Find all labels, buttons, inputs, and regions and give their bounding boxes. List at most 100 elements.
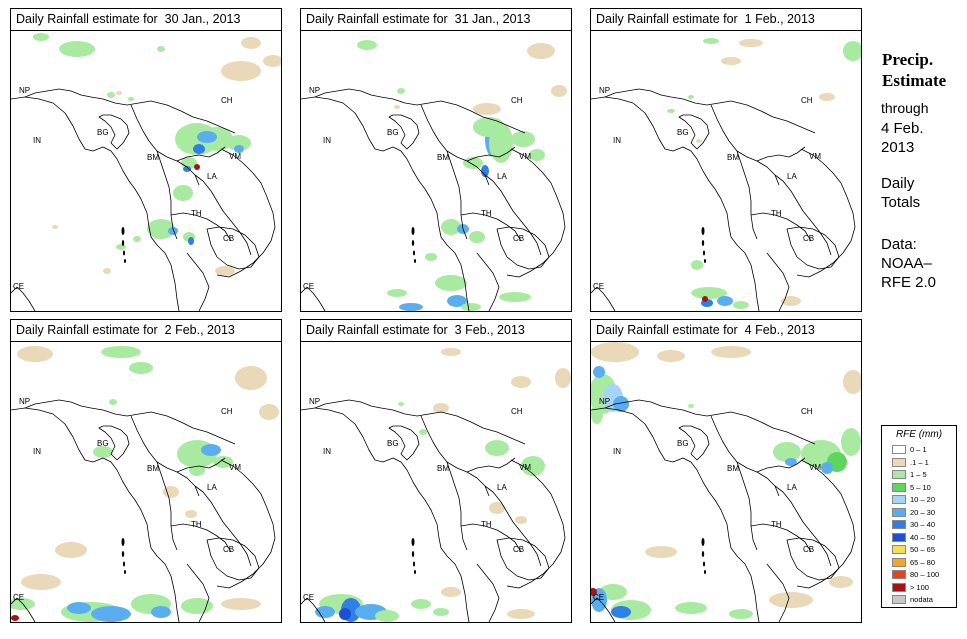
rainfall-patch	[511, 131, 535, 147]
rainfall-patch	[611, 606, 631, 618]
country-label: NP	[309, 397, 320, 406]
country-label: CB	[803, 545, 814, 554]
boundary-line	[216, 148, 276, 278]
rainfall-patch	[433, 403, 449, 413]
rainfall-patch	[101, 346, 141, 358]
legend-swatch	[892, 520, 906, 529]
rainfall-patch	[696, 139, 702, 143]
country-label: BM	[147, 464, 159, 473]
rainfall-patch	[441, 587, 461, 597]
country-label: VM	[229, 463, 241, 472]
country-label: NP	[599, 86, 610, 95]
island	[701, 538, 705, 546]
island	[121, 538, 125, 546]
rainfall-patch	[593, 366, 605, 378]
legend-label: 65 – 80	[910, 557, 936, 567]
rainfall-patch	[227, 135, 251, 151]
country-label: BM	[437, 153, 449, 162]
country-label: CE	[593, 593, 604, 602]
rainfall-patch	[411, 599, 431, 609]
rainfall-patch	[387, 289, 407, 297]
rainfall-patch	[425, 253, 437, 261]
country-label: CB	[513, 545, 524, 554]
boundary-line	[710, 415, 780, 497]
country-label: LA	[497, 483, 507, 492]
rainfall-patch	[189, 464, 205, 476]
legend-item: .1 – 1	[892, 457, 956, 468]
boundary-line	[766, 563, 790, 623]
rainfall-patch	[67, 602, 91, 614]
boundary-lines	[10, 88, 276, 312]
boundary-line	[678, 114, 710, 150]
island	[123, 561, 125, 567]
boundary-line	[176, 146, 226, 162]
boundary-line	[446, 150, 468, 240]
boundary-line	[506, 148, 566, 278]
rainfall-patch	[481, 165, 489, 177]
country-label: TH	[771, 209, 782, 218]
country-label: LA	[497, 172, 507, 181]
map-panel-4: Daily Rainfall estimate for 2 Feb., 2013…	[7, 319, 282, 623]
legend-label: 30 – 40	[910, 520, 936, 529]
rainfall-patch	[33, 33, 49, 41]
boundary-line	[796, 148, 856, 278]
legend-item: 80 – 100	[892, 569, 956, 580]
boundary-line	[206, 226, 260, 270]
rainfall-patch	[215, 266, 235, 276]
rainfall-patch	[197, 131, 217, 143]
rainfall-patch	[469, 231, 485, 243]
boundary-lines	[10, 399, 276, 623]
country-label: CE	[303, 593, 314, 602]
rainfall-patch	[591, 342, 639, 362]
side-data-label: Data:	[881, 236, 917, 253]
rainfall-patch	[435, 275, 467, 291]
rainfall-patch	[235, 366, 267, 390]
rainfall-patch	[129, 362, 153, 374]
island	[124, 259, 126, 263]
boundary-line	[186, 563, 210, 623]
rainfall-patch	[688, 404, 694, 408]
boundary-lines	[300, 88, 566, 312]
country-label: BG	[97, 439, 109, 448]
rainfall-patch	[52, 225, 58, 229]
island	[123, 250, 125, 256]
rainfall-patch	[157, 46, 165, 52]
country-label: IN	[613, 136, 621, 145]
boundary-line	[710, 104, 780, 186]
rainfall-patch	[555, 368, 571, 388]
rainfall-patch	[128, 97, 134, 101]
country-label: BM	[727, 464, 739, 473]
rainfall-patch	[589, 588, 597, 596]
boundary-line	[496, 537, 550, 581]
country-label: NP	[309, 86, 320, 95]
legend-item: 10 – 20	[892, 494, 956, 505]
panel-title: Daily Rainfall estimate for 31 Jan., 201…	[301, 9, 571, 31]
legend-swatch	[892, 445, 906, 454]
boundary-line	[300, 597, 326, 623]
island	[414, 259, 416, 263]
side-date-line1: 4 Feb.	[881, 120, 924, 137]
side-daily: Daily	[881, 175, 915, 192]
rainfall-patch	[447, 295, 467, 307]
rainfall-patch	[461, 303, 481, 311]
country-label: BM	[147, 153, 159, 162]
boundary-line	[506, 459, 566, 589]
country-label: VM	[519, 463, 531, 472]
rainfall-patch	[711, 346, 751, 358]
boundary-line	[10, 407, 180, 623]
legend-label: 40 – 50	[910, 532, 936, 542]
side-data-version: RFE 2.0	[881, 274, 937, 291]
rainfall-patch	[441, 348, 461, 356]
island	[411, 551, 415, 557]
side-title-line1: Precip.	[882, 50, 934, 69]
legend-swatch	[892, 495, 906, 504]
legend-item: 0 – 1	[892, 444, 956, 455]
boundary-line	[460, 523, 522, 553]
country-label: LA	[207, 172, 217, 181]
legend-item: 1 – 5	[892, 469, 956, 480]
legend-item: 30 – 40	[892, 519, 956, 530]
rainfall-patch	[397, 88, 405, 94]
legend-swatch	[892, 570, 906, 579]
panel-title: Daily Rainfall estimate for 1 Feb., 2013	[591, 9, 861, 31]
country-label: TH	[481, 209, 492, 218]
